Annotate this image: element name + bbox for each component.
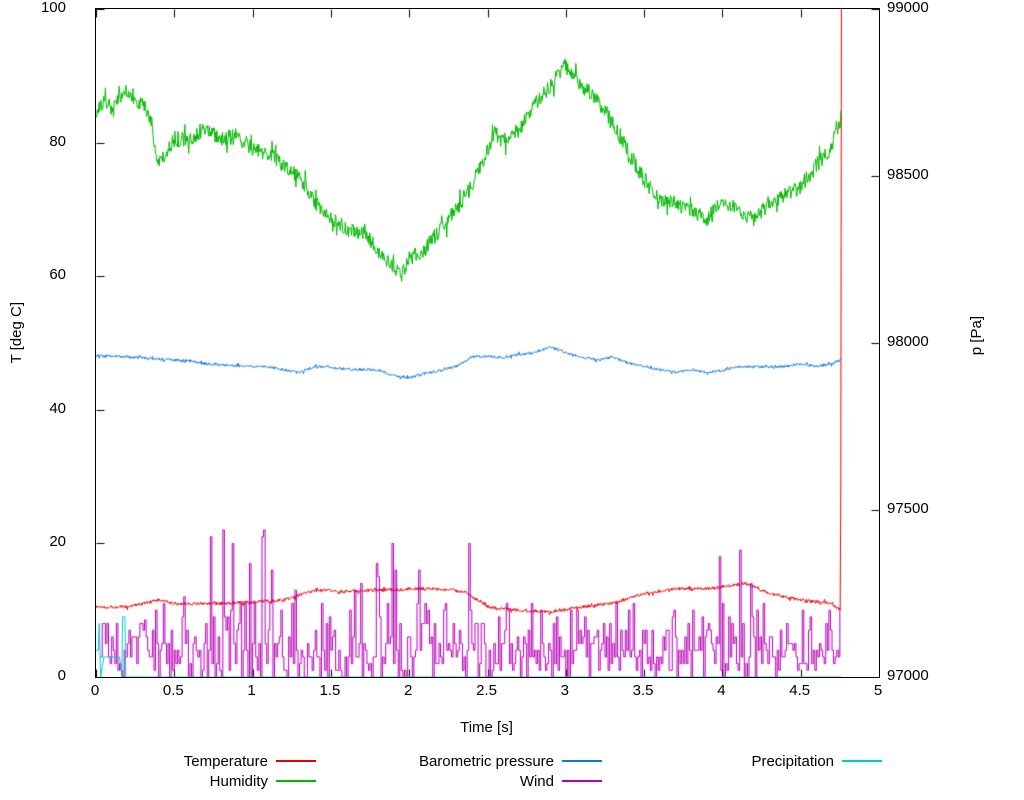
x-tick-label: 4 — [717, 682, 726, 699]
x-tick-label: 1 — [247, 682, 256, 699]
x-tick-label: 5 — [873, 682, 883, 699]
x-axis-label: Time [s] — [460, 719, 513, 736]
legend-item: Precipitation — [462, 751, 882, 771]
legend-item: Wind — [182, 771, 602, 791]
y2-tick-label: 98000 — [887, 333, 929, 350]
legend-label: Precipitation — [751, 752, 834, 770]
y-tick-label: 40 — [49, 399, 66, 417]
legend-label: Temperature — [183, 752, 268, 770]
y2-tick-label: 98500 — [887, 166, 929, 183]
y-tick-label: 0 — [57, 667, 66, 684]
x-tick-label: 0.5 — [162, 682, 184, 699]
y-tick-label: 20 — [49, 533, 66, 551]
legend-line-sample — [276, 780, 316, 782]
y2-tick-label: 97500 — [887, 500, 929, 517]
x-tick-label: 4.5 — [789, 682, 811, 699]
plot-area — [95, 8, 880, 678]
chart-canvas — [96, 9, 879, 677]
y2-tick-label: 97000 — [887, 667, 929, 684]
y-tick-label: 100 — [40, 0, 66, 16]
legend-line-sample — [842, 760, 882, 762]
legend-item: Barometric pressure — [182, 751, 602, 771]
legend-line-sample — [562, 780, 602, 782]
x-tick-label: 0 — [90, 682, 100, 699]
x-tick-label: 3 — [560, 682, 569, 699]
y2-tick-label: 99000 — [887, 0, 929, 16]
y-axis-label: T [deg C] — [8, 302, 25, 364]
legend-line-sample — [562, 760, 602, 762]
legend-label: Barometric pressure — [418, 752, 554, 770]
x-tick-label: 3.5 — [632, 682, 654, 699]
legend-item: Temperature — [0, 751, 316, 771]
x-tick-label: 2 — [404, 682, 413, 699]
x-tick-label: 2.5 — [476, 682, 497, 699]
legend-label: Wind — [519, 772, 554, 790]
legend-line-sample — [276, 760, 316, 762]
y-tick-label: 60 — [49, 266, 66, 284]
legend-item: Humidity — [0, 771, 316, 791]
legend-label: Humidity — [209, 772, 268, 790]
y-tick-label: 80 — [49, 132, 66, 150]
y2-axis-label: p [Pa] — [968, 316, 985, 356]
x-tick-label: 1.5 — [319, 682, 341, 699]
